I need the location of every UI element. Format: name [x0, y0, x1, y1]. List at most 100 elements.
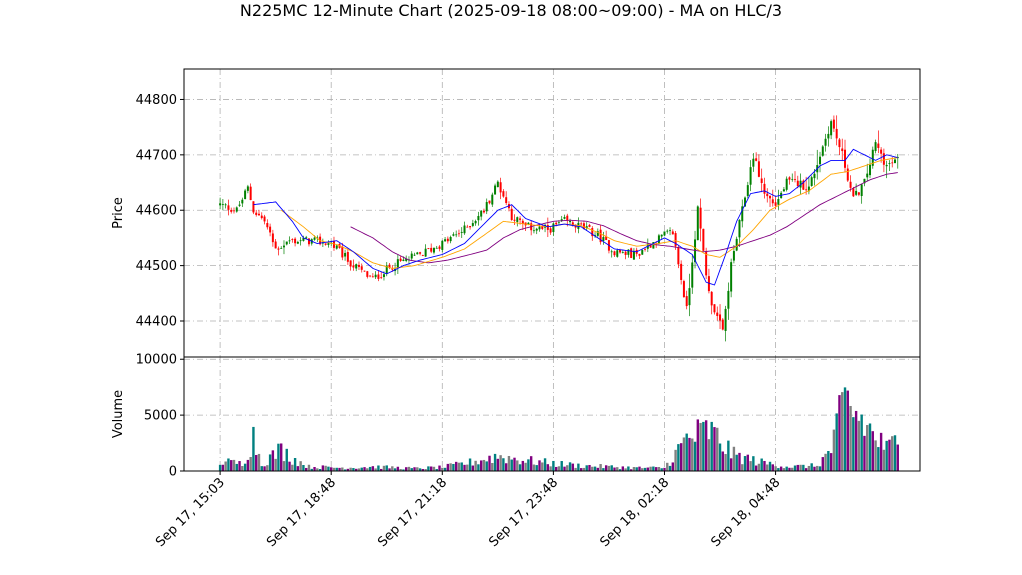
price-axis-label: Price: [111, 197, 126, 229]
volume-bar: [657, 466, 661, 471]
volume-bar: [432, 466, 436, 471]
candle-body: [677, 247, 680, 265]
volume-bar: [404, 467, 408, 471]
volume-bar: [252, 426, 255, 471]
chart-title: N225MC 12-Minute Chart (2025-09-18 08:00…: [239, 1, 783, 20]
volume-bar: [560, 461, 563, 471]
volume-bar: [771, 464, 774, 471]
volume-bar: [371, 466, 375, 471]
candle-body: [538, 226, 541, 230]
candle-body: [391, 268, 394, 270]
price-ytick-label: 44800: [136, 93, 177, 108]
volume-bar: [577, 463, 580, 471]
candle-body: [246, 186, 249, 191]
candle-body: [241, 199, 244, 204]
volume-bar: [652, 466, 655, 471]
candle-body: [419, 252, 422, 254]
volume-bar: [260, 466, 263, 471]
volume-bar: [338, 467, 341, 471]
volume-bar: [693, 441, 697, 471]
volume-bar: [593, 466, 597, 471]
candle-body: [632, 250, 635, 260]
volume-bar: [566, 465, 569, 471]
volume-bar: [313, 467, 316, 471]
volume-bar: [621, 466, 625, 471]
volume-bar: [388, 468, 391, 471]
volume-bar: [810, 463, 813, 471]
candle-body: [252, 201, 255, 213]
price-ytick-label: 44400: [136, 315, 177, 330]
volume-bar: [296, 466, 300, 471]
volume-bar: [416, 467, 419, 471]
candle-body: [238, 204, 241, 206]
volume-bar: [452, 463, 455, 471]
volume-bar: [752, 456, 755, 471]
candle-body: [680, 263, 683, 280]
candle-body: [602, 237, 605, 241]
candle-body: [666, 230, 669, 232]
volume-panel-frame: [183, 356, 921, 472]
candle-body: [894, 159, 897, 164]
candle-body: [802, 180, 805, 190]
candle-body: [396, 259, 399, 268]
volume-ytick-label: 5000: [144, 409, 177, 424]
volume-bar: [882, 449, 886, 471]
volume-bar: [638, 466, 641, 471]
candle-body: [688, 288, 691, 306]
price-panel: 44400 44500 44600 44700 44800 Price: [111, 68, 921, 358]
candle-body: [777, 198, 780, 205]
candle-body: [288, 240, 291, 242]
candle-body: [499, 182, 502, 193]
candle-body: [588, 224, 591, 227]
volume-bar: [349, 467, 352, 471]
candle-body: [727, 290, 730, 309]
candle-body: [274, 241, 277, 249]
candle-body: [627, 249, 630, 255]
volume-bar: [454, 461, 458, 471]
volume-bar: [529, 456, 533, 471]
candle-body: [488, 200, 491, 204]
candle-body: [599, 229, 602, 243]
candle-body: [363, 270, 366, 272]
volume-bar: [663, 467, 666, 471]
candle-body: [752, 158, 755, 167]
volume-bar: [499, 455, 502, 471]
volume-bar: [280, 443, 283, 471]
candle-body: [227, 205, 230, 210]
candle-body: [366, 271, 369, 277]
volume-bar: [230, 460, 233, 471]
candle-body: [749, 167, 752, 185]
candle-body: [471, 223, 474, 226]
volume-bar: [310, 468, 313, 471]
volume-bar: [788, 467, 791, 471]
volume-bar: [554, 466, 558, 471]
candle-body: [307, 238, 310, 245]
volume-bar: [832, 429, 836, 471]
volume-bar: [691, 438, 694, 471]
volume-bar: [804, 468, 808, 471]
volume-bar: [257, 453, 261, 471]
volume-bar: [624, 468, 627, 471]
volume-bar: [816, 465, 819, 471]
candle-body: [763, 183, 766, 194]
volume-bar: [482, 459, 486, 471]
candle-body: [660, 234, 663, 237]
candle-body: [766, 193, 769, 197]
volume-bar: [679, 443, 683, 471]
volume-bar: [785, 466, 788, 471]
volume-bar: [888, 439, 891, 471]
volume-bar: [599, 464, 602, 471]
candle-body: [827, 133, 830, 139]
candle-body: [566, 215, 569, 221]
candle-body: [435, 247, 438, 249]
volume-bar: [466, 464, 469, 471]
volume-bar: [860, 414, 863, 471]
volume-bar: [385, 465, 388, 471]
volume-bar: [524, 462, 527, 471]
volume-bar: [746, 454, 750, 471]
volume-bar: [324, 465, 327, 471]
volume-bar: [629, 469, 633, 471]
candle-body: [774, 202, 777, 206]
volume-bar: [318, 469, 322, 471]
volume-bar: [627, 466, 630, 471]
